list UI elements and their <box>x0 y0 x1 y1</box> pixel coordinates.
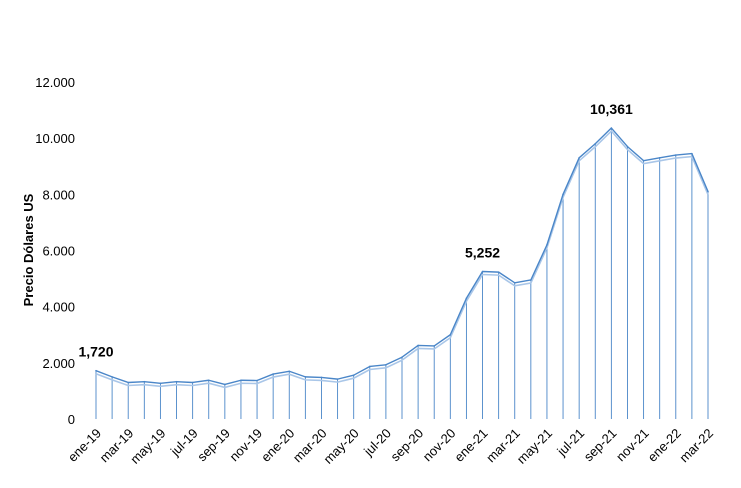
y-tick-label: 0 <box>68 412 75 427</box>
x-tick-label: may-21 <box>514 426 555 467</box>
x-tick-label: ene-22 <box>645 426 684 465</box>
data-point-dic-20 <box>465 297 468 300</box>
drop-lines <box>95 128 709 419</box>
y-tick-label: 6.000 <box>42 244 75 259</box>
data-point-jul-21 <box>578 157 580 159</box>
data-point-abr-20 <box>336 378 339 380</box>
data-point-ago-20 <box>401 356 403 359</box>
series-shadow-line <box>95 129 709 389</box>
data-point-ago-19 <box>207 379 210 382</box>
x-tick-label: ene-20 <box>258 426 297 465</box>
y-tick-label: 8.000 <box>42 187 75 202</box>
data-point-ene-19 <box>95 369 97 372</box>
x-tick-label: sep-19 <box>194 426 233 465</box>
data-point-dic-21 <box>658 157 661 159</box>
y-axis-label: Precio Dólares US <box>21 193 36 306</box>
series-layer <box>95 127 709 389</box>
data-point-oct-21 <box>626 145 629 148</box>
x-tick-label: ene-21 <box>451 426 490 465</box>
data-point-abr-21 <box>530 279 532 281</box>
data-point-ene-20 <box>288 370 291 373</box>
data-point-nov-19 <box>256 379 258 382</box>
data-point-may-19 <box>159 382 162 385</box>
x-tick-label: sep-21 <box>581 426 620 465</box>
x-tick-label: ene-19 <box>65 426 104 465</box>
y-tick-label: 10.000 <box>35 131 75 146</box>
data-point-mar-21 <box>513 281 516 284</box>
x-tick-label: may-19 <box>127 426 168 467</box>
data-labels: 1,720 5,252 10,361 <box>78 101 633 360</box>
data-point-sep-19 <box>224 383 226 386</box>
x-tick-label: mar-22 <box>676 426 716 466</box>
x-tick-label: nov-19 <box>226 426 265 465</box>
data-point-oct-19 <box>240 379 242 382</box>
data-point-jun-20 <box>368 365 371 368</box>
y-tick-label: 2.000 <box>42 356 75 371</box>
data-point-may-21 <box>546 244 548 246</box>
data-point-nov-20 <box>449 333 452 336</box>
data-point-nov-21 <box>642 159 645 162</box>
y-axis-ticks: 0 2.000 4.000 6.000 8.000 10.000 12.000 <box>35 75 75 427</box>
y-tick-label: 4.000 <box>42 300 75 315</box>
data-point-mar-19 <box>127 381 130 384</box>
series-line <box>95 127 709 386</box>
data-point-dic-19 <box>272 373 274 375</box>
data-point-jun-21 <box>562 193 564 196</box>
x-tick-label: nov-21 <box>613 426 652 465</box>
data-point-jul-19 <box>191 381 194 384</box>
data-point-sep-20 <box>417 344 419 347</box>
data-point-feb-21 <box>497 271 500 273</box>
data-point-mar-20 <box>320 376 323 379</box>
y-tick-label: 12.000 <box>35 75 75 90</box>
x-tick-label: may-20 <box>321 426 362 467</box>
data-point-feb-19 <box>111 376 113 378</box>
data-label: 1,720 <box>78 344 113 360</box>
data-point-ene-21 <box>481 270 484 273</box>
data-point-mar-22 <box>707 190 709 193</box>
data-label: 10,361 <box>590 101 633 117</box>
data-point-feb-22 <box>691 152 693 155</box>
data-point-abr-19 <box>143 380 146 383</box>
data-point-jul-20 <box>385 363 387 366</box>
data-point-oct-20 <box>433 345 436 347</box>
data-point-jun-19 <box>175 380 178 383</box>
x-tick-label: sep-20 <box>388 426 427 465</box>
data-point-sep-21 <box>610 127 613 129</box>
data-label: 5,252 <box>465 245 500 261</box>
x-tick-label: nov-20 <box>420 426 459 465</box>
data-point-feb-20 <box>304 376 307 378</box>
data-point-ago-21 <box>594 142 597 145</box>
data-point-may-20 <box>352 374 355 376</box>
data-point-ene-22 <box>674 154 677 156</box>
